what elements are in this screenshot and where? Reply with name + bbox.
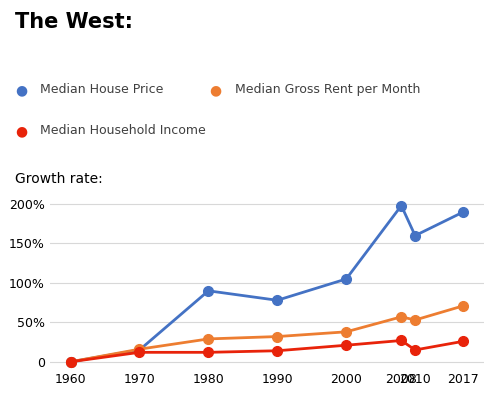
Text: ●: ● [15,124,27,138]
Text: Growth rate:: Growth rate: [15,172,103,186]
Text: The West:: The West: [15,12,133,32]
Text: Median Household Income: Median Household Income [40,124,206,137]
Text: Median Gross Rent per Month: Median Gross Rent per Month [235,83,420,97]
Text: ●: ● [15,83,27,97]
Text: Median House Price: Median House Price [40,83,163,97]
Text: ●: ● [210,83,222,97]
